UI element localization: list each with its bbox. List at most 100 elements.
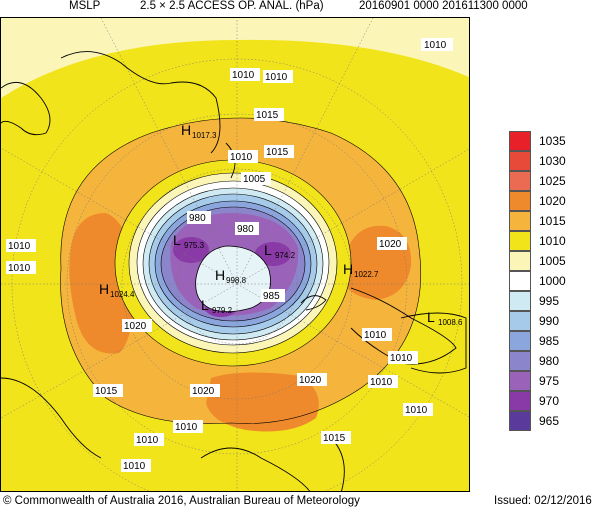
- pressure-centre: H 1024.4: [99, 281, 135, 299]
- contour-label: 1010: [134, 433, 164, 446]
- contour-label: 1015: [321, 431, 351, 444]
- svg-text:974.2: 974.2: [275, 251, 296, 260]
- legend-level-label: 1020: [539, 194, 566, 208]
- coastlines: [1, 51, 467, 491]
- low-970-a: [173, 237, 209, 263]
- contour-label: 1020: [190, 384, 220, 397]
- svg-text:1010: 1010: [390, 353, 413, 364]
- svg-text:H: H: [215, 267, 225, 283]
- contour-label: 1015: [254, 108, 284, 121]
- copyright-text: © Commonwealth of Australia 2016, Austra…: [3, 495, 360, 507]
- legend-level-label: 965: [539, 414, 560, 428]
- legend-level-label: 1030: [539, 154, 566, 168]
- svg-text:1024.4: 1024.4: [110, 290, 135, 299]
- svg-text:H: H: [343, 261, 353, 277]
- legend-swatch: [509, 291, 531, 311]
- svg-text:1010: 1010: [8, 241, 31, 252]
- svg-text:1010: 1010: [405, 405, 428, 416]
- legend-swatch: [509, 131, 531, 151]
- svg-text:L: L: [264, 242, 272, 258]
- svg-text:980: 980: [189, 213, 206, 224]
- pressure-centre: H 1017.3: [181, 122, 217, 140]
- svg-text:1010: 1010: [265, 72, 288, 83]
- contour-label: 1010: [403, 403, 433, 416]
- contour-label: 1010: [228, 150, 258, 163]
- contour-label: 1020: [122, 319, 152, 332]
- svg-text:979.2: 979.2: [212, 306, 233, 315]
- svg-text:1017.3: 1017.3: [192, 131, 217, 140]
- pressure-centre: H 1022.7: [343, 261, 379, 279]
- legend-swatch: [509, 171, 531, 191]
- pressure-centre: L 1008.6: [427, 309, 463, 327]
- legend-swatch: [509, 371, 531, 391]
- svg-text:L: L: [427, 309, 435, 325]
- svg-text:1010: 1010: [175, 422, 198, 433]
- legend-level-label: 1005: [539, 254, 566, 268]
- svg-text:1010: 1010: [370, 377, 393, 388]
- svg-text:1020: 1020: [299, 375, 322, 386]
- contour-label: 1010: [121, 459, 151, 472]
- contour-label: 1010: [6, 239, 36, 252]
- contour-label: 1010: [6, 261, 36, 274]
- svg-text:1015: 1015: [266, 147, 289, 158]
- pressure-centre: L 975.3: [173, 232, 205, 250]
- svg-text:1010: 1010: [8, 263, 31, 274]
- legend-level-label: 995: [539, 294, 560, 308]
- legend-level-label: 1035: [539, 134, 566, 148]
- svg-text:985: 985: [263, 291, 280, 302]
- low-970-b: [255, 242, 291, 266]
- analysis-label: 2.5 × 2.5 ACCESS OP. ANAL. (hPa): [140, 0, 324, 12]
- svg-text:980: 980: [237, 224, 254, 235]
- legend-swatch: [509, 391, 531, 411]
- legend-level-label: 990: [539, 314, 560, 328]
- svg-text:1022.7: 1022.7: [354, 270, 379, 279]
- issued-date: Issued: 02/12/2016: [494, 495, 592, 507]
- svg-text:1010: 1010: [123, 461, 146, 472]
- legend-swatch: [509, 411, 531, 431]
- pressure-centre: H 998.8: [215, 267, 247, 285]
- legend-swatch: [509, 311, 531, 331]
- pressure-centre: L 979.2: [201, 297, 233, 315]
- contour-label: 1020: [377, 237, 407, 250]
- svg-text:1020: 1020: [379, 239, 402, 250]
- legend-level-label: 1025: [539, 174, 566, 188]
- svg-text:L: L: [173, 232, 181, 248]
- svg-text:1020: 1020: [192, 386, 215, 397]
- svg-text:1015: 1015: [323, 433, 346, 444]
- outer-pale-band: [1, 18, 469, 98]
- svg-text:1010: 1010: [424, 40, 447, 51]
- legend-swatch: [509, 351, 531, 371]
- legend-swatch: [509, 191, 531, 211]
- period-label: 20160901 0000 201611300 0000: [359, 0, 528, 12]
- legend-swatch: [509, 271, 531, 291]
- svg-text:1010: 1010: [136, 435, 159, 446]
- contour-label: 980: [235, 222, 259, 235]
- legend-level-label: 985: [539, 334, 560, 348]
- svg-text:1010: 1010: [232, 70, 255, 81]
- svg-text:1010: 1010: [364, 330, 387, 341]
- product-label: MSLP: [69, 0, 101, 12]
- svg-text:1020: 1020: [124, 321, 147, 332]
- contour-label: 1010: [173, 420, 203, 433]
- contour-label: 1010: [230, 68, 260, 81]
- svg-text:1015: 1015: [95, 386, 118, 397]
- svg-text:1008.6: 1008.6: [438, 318, 463, 327]
- contour-label: 1005: [241, 172, 271, 185]
- contour-label: 985: [261, 289, 285, 302]
- svg-text:1015: 1015: [256, 110, 279, 121]
- legend-swatch: [509, 231, 531, 251]
- contour-label: 1020: [297, 373, 327, 386]
- contour-label: 1010: [368, 375, 398, 388]
- legend-level-label: 970: [539, 394, 560, 408]
- high-south-1020: [206, 372, 319, 432]
- legend-level-label: 1010: [539, 234, 566, 248]
- contour-label: 980: [187, 211, 211, 224]
- legend-swatch: [509, 331, 531, 351]
- contour-labels: 1010 1010 1010 1015 1015 1010 1005 1010 …: [6, 38, 453, 472]
- isobars: [60, 117, 422, 424]
- mslp-map: 1010 1010 1010 1015 1015 1010 1005 1010 …: [0, 17, 470, 492]
- svg-text:998.8: 998.8: [226, 276, 247, 285]
- contour-label: 1010: [263, 70, 293, 83]
- svg-text:L: L: [201, 297, 209, 313]
